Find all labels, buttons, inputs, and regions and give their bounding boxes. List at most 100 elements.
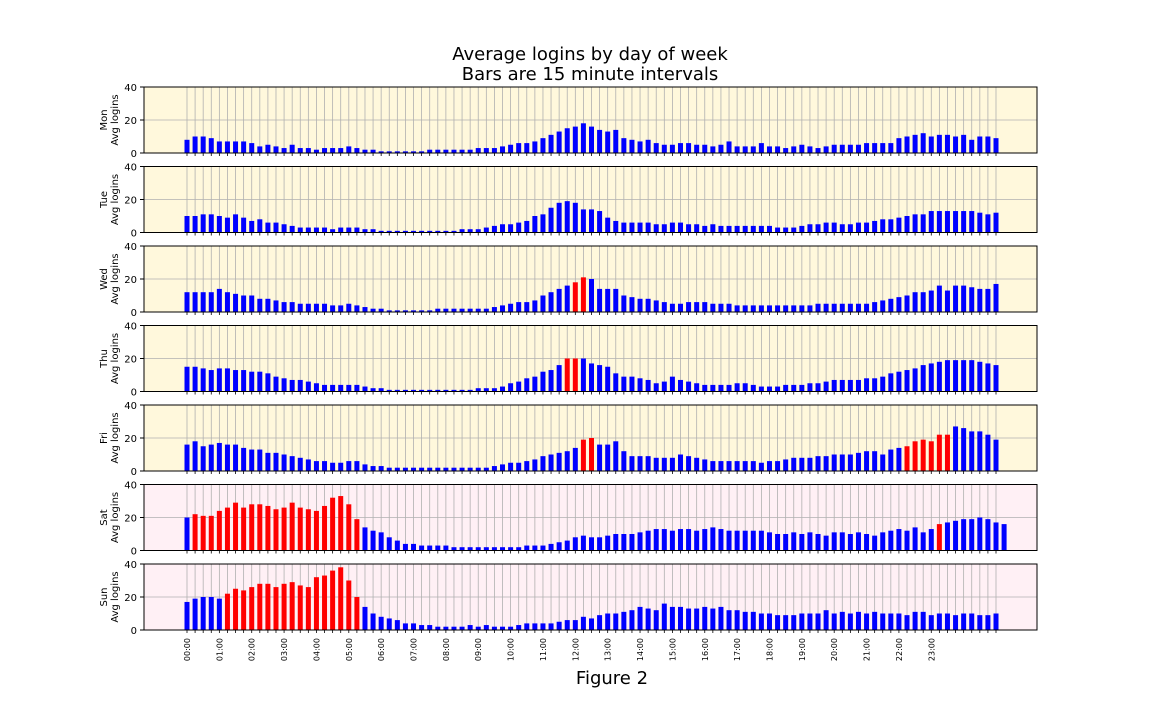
bar [394,310,400,312]
bar [524,302,530,312]
bar [386,151,392,153]
bar [637,378,643,392]
bar [637,298,643,312]
bar [702,384,708,392]
y-label-metric: Avg logins [110,253,121,304]
bar [710,608,716,630]
bar [864,613,870,630]
bar [524,461,530,471]
bar [896,529,902,551]
bar [839,454,845,471]
bar [799,305,805,312]
y-tick-label: 20 [124,116,137,127]
x-tick-label: 19:00 [798,638,807,661]
bar [500,547,506,551]
bar [686,224,692,233]
bar [524,545,530,551]
bar [791,227,797,233]
bar [815,456,821,471]
bar [402,230,408,233]
bar [540,138,546,153]
bar [839,532,845,551]
bar [912,527,918,551]
bar [791,615,797,630]
bar [669,457,675,471]
bar [443,230,449,233]
bar [313,303,319,312]
bar [864,534,870,551]
bar [872,220,878,233]
bar [686,302,692,312]
bar [378,230,384,233]
bar [386,537,392,551]
bar [969,360,975,392]
bar [451,626,457,630]
y-tick-label: 40 [124,560,137,571]
bar [241,217,247,233]
bar [645,530,651,551]
bar [491,626,497,630]
bar [427,389,433,392]
bar [880,376,886,392]
bar [419,310,425,312]
bar [888,219,894,233]
bar [249,143,255,153]
bar [330,497,336,551]
bar [944,613,950,630]
bar [888,613,894,630]
bar [281,224,287,233]
bar [224,217,230,233]
bar [313,510,319,551]
bar [855,452,861,471]
bar [362,606,368,630]
bar [524,623,530,630]
panel-wed: 0 20 40 Wed Avg logins [99,242,1038,319]
bar [597,365,603,392]
bar [807,146,813,153]
bar [823,456,829,471]
x-tick-label: 20:00 [830,638,839,661]
bar [896,613,902,630]
bar [799,457,805,471]
bar [500,224,506,233]
bar [694,144,700,153]
x-tick-label: 06:00 [377,638,386,661]
bar [993,283,999,312]
bar [726,225,732,233]
bar [378,532,384,551]
bar [330,229,336,233]
bar [556,202,562,233]
bar [338,148,344,153]
bar [758,305,764,312]
bar [977,517,983,551]
bar [904,446,910,471]
bar [799,144,805,153]
bar [855,144,861,153]
bar [742,146,748,153]
bar [969,139,975,153]
bar [346,146,352,153]
bar [467,467,473,471]
bar [386,310,392,312]
bar [241,507,247,551]
y-tick-label: 20 [124,355,137,366]
bar [548,292,554,312]
bar [645,456,651,471]
bar-series [184,201,999,233]
bar [799,613,805,630]
bar [289,582,295,630]
bar [791,146,797,153]
bar [580,616,586,630]
bar [370,388,376,392]
y-label-metric: Avg logins [110,333,121,384]
bar [597,537,603,551]
bar [694,302,700,312]
bar [192,441,198,471]
bar [775,461,781,471]
bar [766,461,772,471]
bar [419,467,425,471]
bar [483,148,489,153]
bar [766,225,772,233]
bar [540,214,546,233]
bar [378,151,384,153]
